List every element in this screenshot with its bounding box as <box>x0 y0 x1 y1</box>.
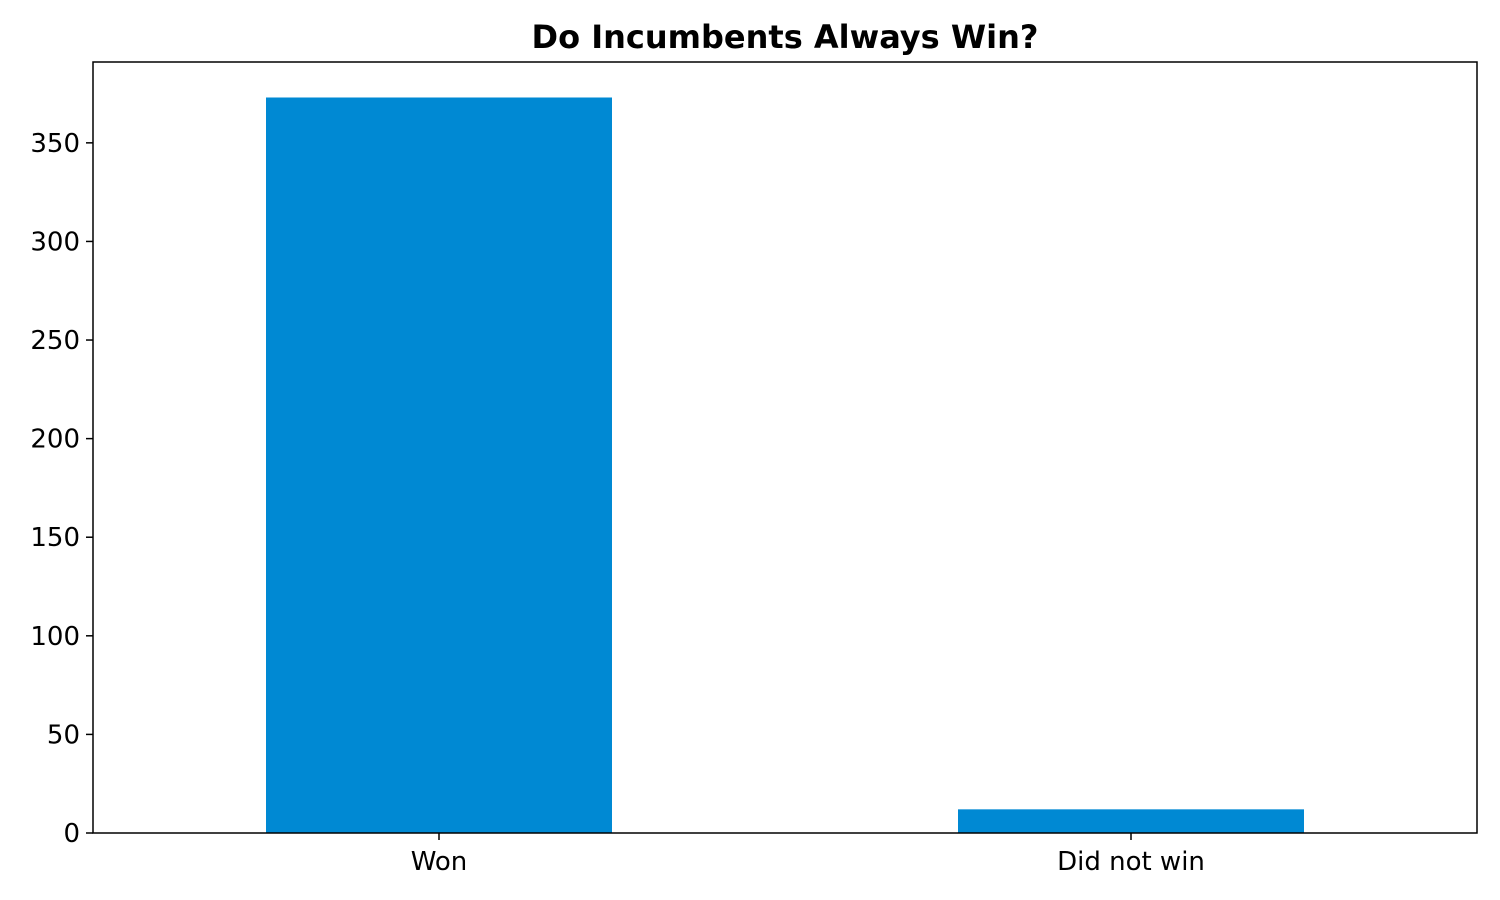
y-tick-label: 350 <box>30 129 80 159</box>
plot-area: Won Did not win 0 50 100 150 200 250 300 350 <box>30 61 1478 877</box>
y-tick-label: 250 <box>30 326 80 356</box>
y-tick-label: 300 <box>30 227 80 257</box>
y-tick-label: 50 <box>47 720 80 750</box>
y-tick-label: 150 <box>30 523 80 553</box>
bar-did-not-win <box>958 809 1304 833</box>
y-tick-label: 100 <box>30 622 80 652</box>
x-tick-label: Won <box>411 847 468 877</box>
chart-title: Do Incumbents Always Win? <box>532 18 1039 56</box>
y-tick-label: 0 <box>63 819 80 849</box>
x-tick-label: Did not win <box>1057 847 1205 877</box>
axes-frame <box>92 61 1478 834</box>
bar-won <box>266 97 612 834</box>
y-tick-label: 200 <box>30 425 80 455</box>
